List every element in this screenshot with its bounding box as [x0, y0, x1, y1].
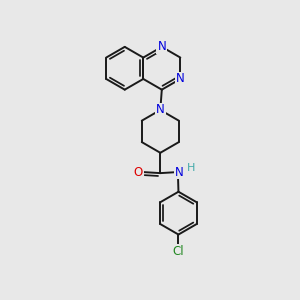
Text: N: N: [176, 73, 185, 85]
Text: O: O: [134, 166, 143, 178]
Text: H: H: [187, 164, 195, 173]
Text: N: N: [158, 40, 166, 53]
Text: Cl: Cl: [172, 245, 184, 258]
Text: N: N: [156, 103, 165, 116]
Text: N: N: [175, 166, 184, 178]
